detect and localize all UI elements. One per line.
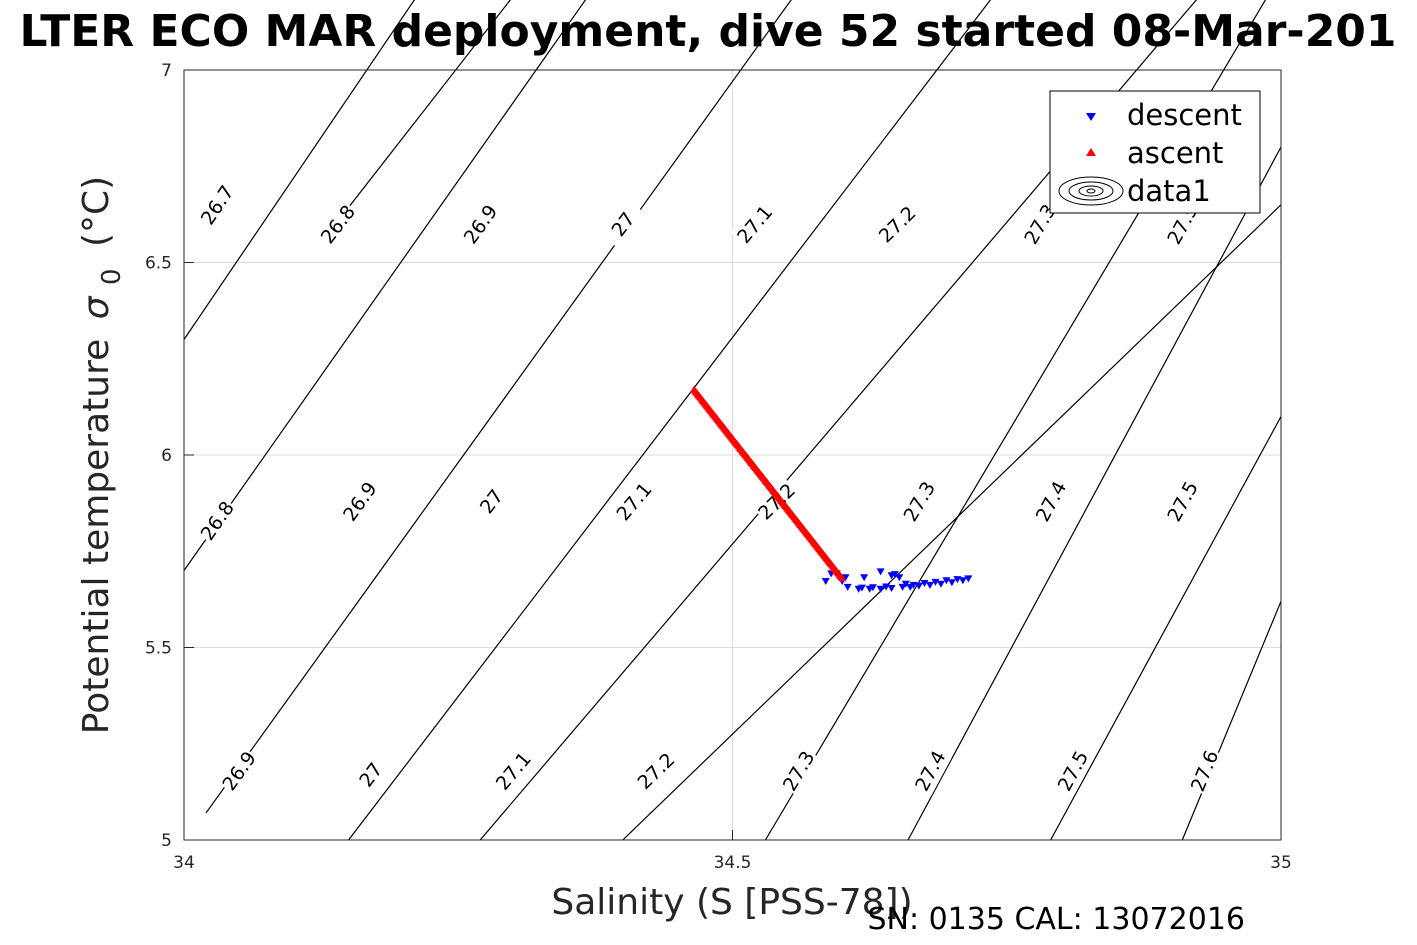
y-axis-label-main: Potential temperature <box>76 339 117 734</box>
descent-point <box>890 571 899 579</box>
descent-series <box>821 568 973 593</box>
contour-label-gap <box>775 745 821 797</box>
descent-point <box>936 580 945 588</box>
density-contour-line <box>205 0 792 814</box>
x-axis-label: Salinity (S [PSS-78]) <box>551 882 912 923</box>
descent-point <box>887 584 896 592</box>
legend-box <box>1049 90 1261 214</box>
y-tick-label: 6 <box>161 446 172 466</box>
contour-label-gap <box>630 746 681 796</box>
contour-label-gap <box>1160 475 1205 527</box>
contour-label-gap <box>609 476 658 527</box>
density-contour-line <box>622 204 1282 841</box>
descent-point <box>931 578 940 586</box>
descent-point <box>895 574 904 582</box>
descent-point <box>942 577 951 585</box>
chart-title: LTER ECO MAR deployment, dive 52 started… <box>19 6 1396 57</box>
density-contour-line <box>1050 416 1282 841</box>
descent-point <box>898 583 907 591</box>
x-axis: 34 34.5 35 <box>173 830 1292 873</box>
contour-label-gap <box>467 475 515 527</box>
contour-label-gap <box>336 475 383 527</box>
svg-text:Potential temperature σ: Potential temperature σ 0 (°C) <box>76 176 129 734</box>
legend-label-data1: data1 <box>1127 174 1211 208</box>
contour-label-gap <box>456 198 504 250</box>
descent-point <box>953 576 962 584</box>
descent-point <box>860 574 869 582</box>
x-tick-label: 34 <box>173 853 195 873</box>
contour-label-gap <box>215 745 263 797</box>
y-axis: 5 5.5 6 6.5 7 <box>145 61 194 851</box>
density-contour-line <box>907 146 1282 841</box>
x-tick-label: 35 <box>1270 853 1292 873</box>
y-tick-label: 6.5 <box>145 254 172 274</box>
descent-point <box>857 584 866 592</box>
descent-point <box>821 578 830 586</box>
x-tick-label: 34.5 <box>714 853 752 873</box>
contour-label-gap <box>1028 475 1073 527</box>
legend-marker-data1 <box>1058 176 1124 206</box>
ascent-point <box>838 574 847 582</box>
descent-point <box>925 581 934 589</box>
contour-label-gap <box>1050 745 1095 797</box>
descent-point <box>920 579 929 587</box>
descent-point <box>914 582 923 590</box>
contour-label-gap <box>908 745 952 797</box>
descent-point <box>841 574 850 582</box>
legend-marker-descent <box>1086 113 1096 121</box>
grid <box>184 70 1281 840</box>
density-contour-line <box>479 0 1198 841</box>
y-tick-label: 5.5 <box>145 639 172 659</box>
y-axis-label-symbol: σ <box>76 295 117 319</box>
legend: descent ascent data1 <box>1049 90 1261 214</box>
density-contour-line <box>1181 601 1282 841</box>
ascent-series <box>690 385 847 582</box>
descent-point <box>947 579 956 587</box>
descent-point <box>876 568 885 576</box>
legend-label-ascent: ascent <box>1127 136 1223 170</box>
contour-label-gap <box>730 198 779 250</box>
descent-point <box>868 584 877 592</box>
density-contour-line <box>183 0 587 571</box>
y-axis-label-subscript: 0 <box>97 268 127 285</box>
descent-point <box>958 577 967 585</box>
legend-label-descent: descent <box>1127 98 1242 132</box>
contour-label-gap <box>346 749 395 800</box>
contour-label-gap <box>193 179 241 231</box>
descent-point <box>909 581 918 589</box>
contour-label-gap <box>1183 745 1225 796</box>
descent-point <box>843 583 852 591</box>
y-axis-label-unit: (°C) <box>76 176 117 247</box>
contour-label-gap <box>313 198 362 250</box>
footer-serial-calibration: SN: 0135 CAL: 13072016 <box>867 902 1245 937</box>
y-tick-label: 5 <box>161 831 172 851</box>
y-axis-label: Potential temperature σ 0 (°C) <box>76 176 129 734</box>
y-tick-label: 7 <box>161 61 172 81</box>
density-contour-line <box>348 0 992 841</box>
contour-label-gap <box>599 198 647 250</box>
density-contour-line <box>326 0 511 236</box>
descent-point <box>876 585 885 593</box>
descent-point <box>882 583 891 591</box>
descent-point <box>901 580 910 588</box>
descent-point <box>964 575 973 583</box>
contour-label-gap <box>896 475 942 527</box>
contour-label-gap <box>488 745 538 796</box>
contour-label-gap <box>193 494 241 546</box>
legend-marker-ascent <box>1086 148 1096 156</box>
contour-label-gap <box>872 199 922 249</box>
